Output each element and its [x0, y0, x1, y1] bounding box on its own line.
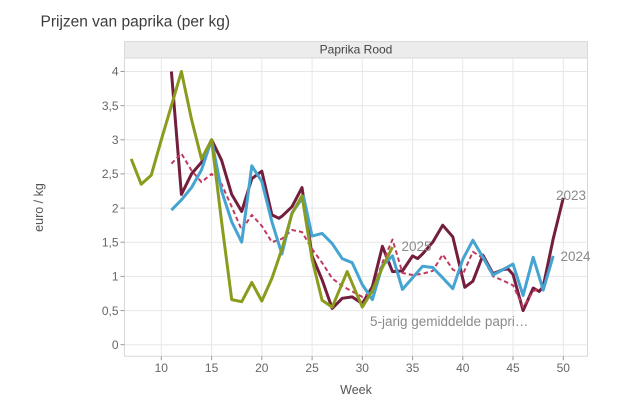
svg-text:15: 15	[205, 361, 219, 375]
svg-text:0: 0	[112, 338, 119, 352]
svg-text:3,5: 3,5	[102, 99, 119, 113]
svg-text:3: 3	[112, 133, 119, 147]
svg-text:45: 45	[506, 361, 520, 375]
svg-text:40: 40	[456, 361, 470, 375]
svg-text:4: 4	[112, 65, 119, 79]
svg-text:Prijzen van paprika (per kg): Prijzen van paprika (per kg)	[41, 14, 231, 31]
svg-text:0,5: 0,5	[102, 304, 119, 318]
svg-text:30: 30	[356, 361, 370, 375]
svg-text:2024: 2024	[561, 249, 592, 264]
svg-text:2: 2	[112, 201, 119, 215]
svg-text:2023: 2023	[556, 188, 586, 203]
svg-text:2,5: 2,5	[102, 167, 119, 181]
svg-text:1: 1	[112, 270, 119, 284]
svg-text:5-jarig gemiddelde papri…: 5-jarig gemiddelde papri…	[370, 314, 528, 329]
svg-text:Paprika Rood: Paprika Rood	[320, 43, 393, 57]
svg-text:euro / kg: euro / kg	[32, 183, 46, 232]
svg-text:Week: Week	[340, 383, 372, 397]
svg-text:1,5: 1,5	[102, 235, 119, 249]
svg-text:25: 25	[305, 361, 319, 375]
svg-text:20: 20	[255, 361, 269, 375]
svg-text:10: 10	[155, 361, 169, 375]
svg-text:50: 50	[557, 361, 571, 375]
svg-text:2025: 2025	[402, 239, 432, 254]
svg-text:35: 35	[406, 361, 420, 375]
